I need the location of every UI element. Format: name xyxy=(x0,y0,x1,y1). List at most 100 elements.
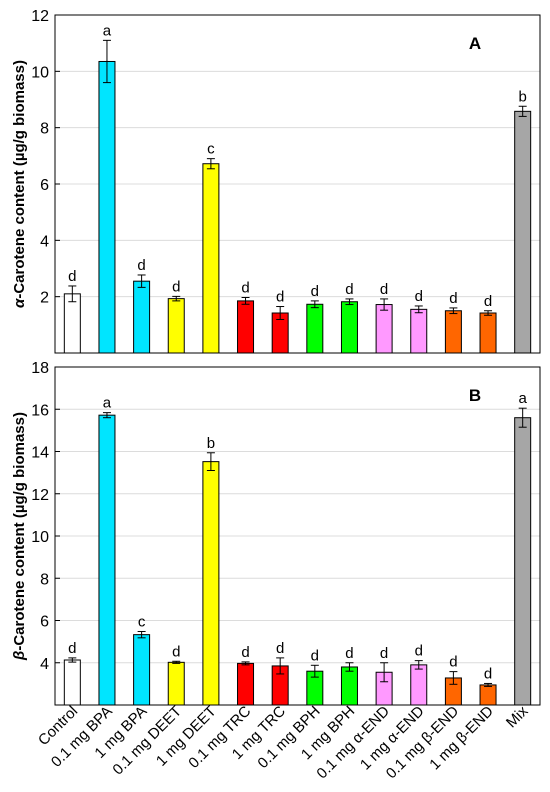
significance-letter: d xyxy=(172,643,180,660)
significance-letter: a xyxy=(103,22,112,39)
bar-group: d xyxy=(271,289,289,354)
y-axis-label-greek: α xyxy=(11,298,28,308)
bar xyxy=(63,293,81,354)
bar xyxy=(410,664,428,706)
significance-letter: d xyxy=(276,289,284,306)
significance-letter: d xyxy=(68,268,76,285)
y-tick-label: 10 xyxy=(31,529,49,546)
plot-frame xyxy=(54,366,541,706)
y-tick-label: 4 xyxy=(40,233,49,250)
bar-group: d xyxy=(271,640,289,706)
bar-group: b xyxy=(202,435,220,706)
bar-group: d xyxy=(479,665,497,706)
bar-group: d xyxy=(410,643,428,706)
bar xyxy=(410,308,428,354)
significance-letter: a xyxy=(519,390,528,407)
significance-letter: d xyxy=(484,665,492,682)
significance-letter: b xyxy=(207,435,215,452)
bar xyxy=(514,417,532,706)
bar-group: d xyxy=(237,280,255,354)
bar-group: d xyxy=(167,643,185,706)
bar xyxy=(202,163,220,354)
bar-group: d xyxy=(167,278,185,354)
significance-letter: d xyxy=(311,647,319,664)
panel-B: 4 6 8 10 12 14 16 18 d a c d b d d d d d d d d a Bβ-Carotene c… xyxy=(11,360,541,706)
y-axis-label-text: -Carotene content (µg/g biomass) xyxy=(11,412,28,651)
panel-label: B xyxy=(469,386,481,405)
y-tick-label: 12 xyxy=(31,8,49,25)
y-tick-label: 14 xyxy=(31,445,49,462)
y-tick-label: 6 xyxy=(40,614,49,631)
bar-group: a xyxy=(98,395,116,706)
panel-A: 2 4 6 8 10 12 d a d d c d d d d d d d d b Aα-Carotene conten… xyxy=(11,8,541,354)
significance-letter: c xyxy=(138,613,146,630)
y-tick-label: 16 xyxy=(31,402,49,419)
bar xyxy=(63,659,81,706)
y-tick-label: 8 xyxy=(40,571,49,588)
significance-letter: d xyxy=(345,281,353,298)
bar-group: d xyxy=(306,647,324,706)
significance-letter: d xyxy=(415,643,423,660)
bar-group: d xyxy=(340,645,358,706)
bar xyxy=(98,414,116,706)
bar-group: d xyxy=(375,645,393,706)
bar-group: c xyxy=(202,141,220,354)
bar xyxy=(306,303,324,354)
bar-group: d xyxy=(340,281,358,354)
bar xyxy=(340,666,358,706)
significance-letter: d xyxy=(345,645,353,662)
significance-letter: d xyxy=(449,654,457,671)
bar-group: d xyxy=(133,257,151,354)
bar-group: a xyxy=(514,390,532,706)
bar xyxy=(375,304,393,354)
bar xyxy=(98,60,116,354)
significance-letter: d xyxy=(484,293,492,310)
y-axis-label-text: -Carotene content (µg/g biomass) xyxy=(11,60,28,299)
y-tick-label: 18 xyxy=(31,360,49,377)
y-tick-label: 10 xyxy=(31,64,49,81)
significance-letter: c xyxy=(207,141,215,158)
bar xyxy=(479,684,497,706)
y-tick-label: 8 xyxy=(40,121,49,138)
bar xyxy=(340,301,358,354)
significance-letter: d xyxy=(241,644,249,661)
bar xyxy=(202,461,220,706)
significance-letter: d xyxy=(311,283,319,300)
y-tick-label: 2 xyxy=(40,290,49,307)
bar-group: a xyxy=(98,22,116,354)
bar xyxy=(479,312,497,354)
y-tick-label: 6 xyxy=(40,177,49,194)
significance-letter: a xyxy=(103,395,112,412)
bar-group: d xyxy=(444,290,462,354)
significance-letter: d xyxy=(276,640,284,657)
bar-group: d xyxy=(63,640,81,706)
significance-letter: d xyxy=(380,281,388,298)
plot-frame xyxy=(54,14,541,354)
y-axis-label-greek: β xyxy=(11,651,28,661)
significance-letter: d xyxy=(68,640,76,657)
bar xyxy=(237,662,255,706)
y-tick-label: 4 xyxy=(40,656,49,673)
significance-letter: d xyxy=(137,257,145,274)
bar-group: d xyxy=(444,654,462,706)
bar xyxy=(514,110,532,354)
bar-group: d xyxy=(63,268,81,354)
significance-letter: d xyxy=(449,290,457,307)
significance-letter: d xyxy=(415,288,423,305)
bar xyxy=(167,661,185,706)
significance-letter: d xyxy=(241,280,249,297)
bar xyxy=(133,634,151,706)
significance-letter: d xyxy=(380,645,388,662)
y-axis-label: α-Carotene content (µg/g biomass) xyxy=(11,60,28,308)
bar-group: d xyxy=(375,281,393,354)
bar-group: d xyxy=(237,644,255,706)
significance-letter: b xyxy=(519,88,527,105)
bar-group: b xyxy=(514,88,532,354)
bar xyxy=(444,310,462,354)
bar-group: c xyxy=(133,613,151,706)
bar xyxy=(133,280,151,354)
bar xyxy=(167,298,185,354)
panel-label: A xyxy=(469,34,481,53)
